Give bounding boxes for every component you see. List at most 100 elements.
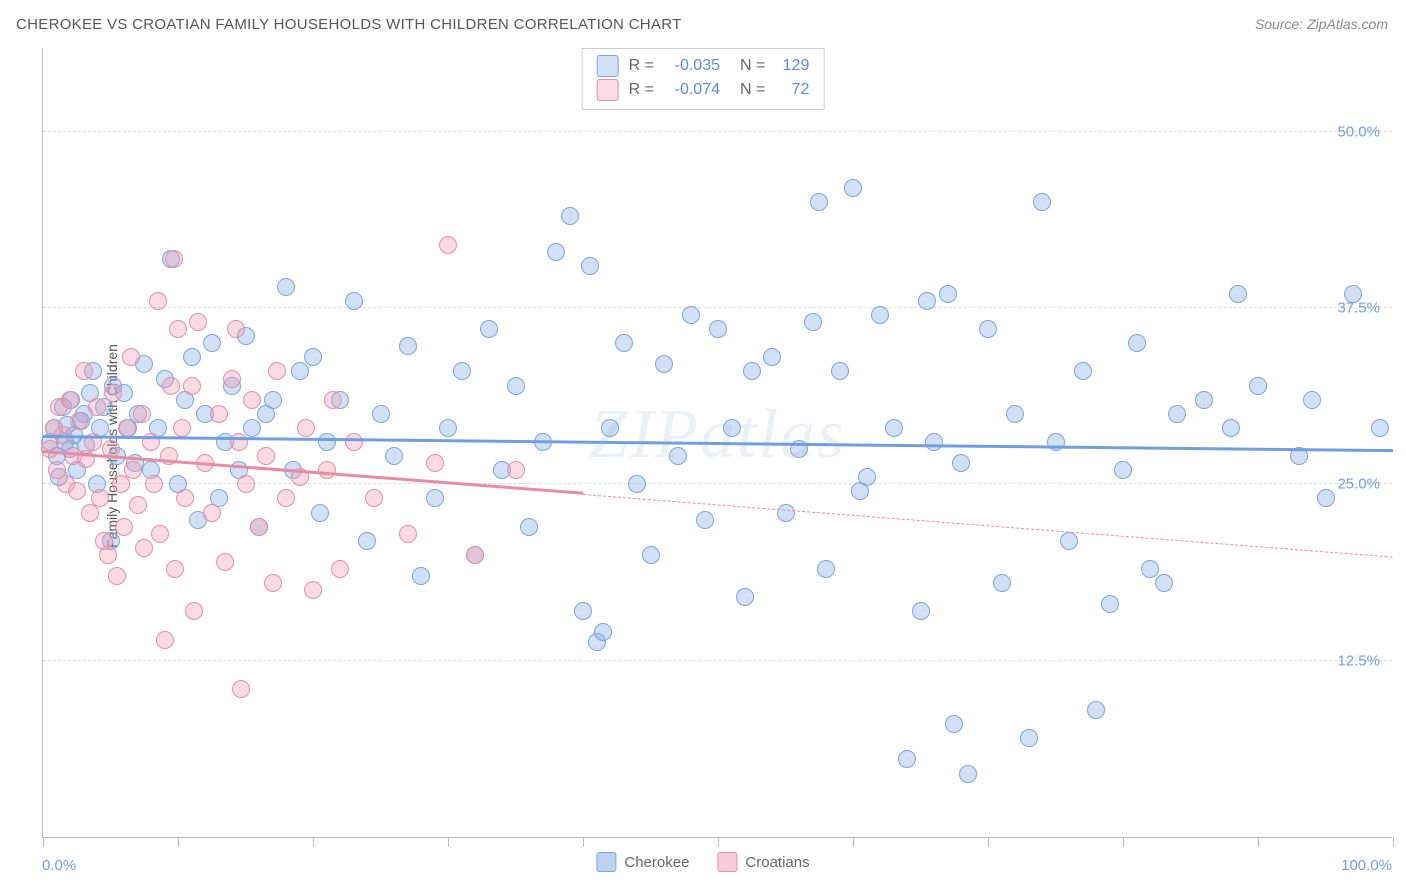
stats-n-label: N =: [740, 57, 765, 75]
stats-n-value: 129: [775, 57, 809, 75]
scatter-point: [439, 419, 457, 437]
scatter-point: [1074, 362, 1092, 380]
x-axis-end-label: 100.0%: [1341, 857, 1392, 874]
scatter-point: [133, 405, 151, 423]
x-tick: [1123, 837, 1124, 847]
scatter-point: [304, 348, 322, 366]
scatter-point: [1303, 391, 1321, 409]
x-axis-start-label: 0.0%: [42, 857, 76, 874]
scatter-point: [311, 504, 329, 522]
scatter-point: [1371, 419, 1389, 437]
scatter-point: [118, 419, 136, 437]
scatter-point: [156, 631, 174, 649]
scatter-point: [104, 384, 122, 402]
scatter-point: [743, 362, 761, 380]
x-tick: [1258, 837, 1259, 847]
scatter-point: [385, 447, 403, 465]
scatter-point: [1087, 701, 1105, 719]
scatter-point: [135, 539, 153, 557]
y-tick-label: 12.5%: [1337, 652, 1380, 669]
scatter-point: [145, 475, 163, 493]
scatter-point: [1101, 595, 1119, 613]
scatter-point: [804, 313, 822, 331]
scatter-point: [122, 348, 140, 366]
scatter-point: [574, 602, 592, 620]
scatter-point: [507, 377, 525, 395]
scatter-point: [358, 532, 376, 550]
scatter-point: [264, 391, 282, 409]
scatter-point: [959, 765, 977, 783]
scatter-point: [520, 518, 538, 536]
chart-header: CHEROKEE VS CROATIAN FAMILY HOUSEHOLDS W…: [0, 0, 1406, 48]
scatter-point: [91, 489, 109, 507]
scatter-point: [898, 750, 916, 768]
scatter-point: [628, 475, 646, 493]
scatter-point: [1006, 405, 1024, 423]
x-tick: [988, 837, 989, 847]
scatter-point: [185, 602, 203, 620]
scatter-point: [237, 475, 255, 493]
scatter-point: [763, 348, 781, 366]
stats-n-value: 72: [775, 81, 809, 99]
legend-bottom: CherokeeCroatians: [596, 852, 809, 872]
scatter-point: [594, 623, 612, 641]
scatter-point: [1128, 334, 1146, 352]
scatter-point: [166, 560, 184, 578]
scatter-point: [399, 525, 417, 543]
scatter-point: [918, 292, 936, 310]
scatter-point: [277, 489, 295, 507]
scatter-point: [243, 391, 261, 409]
scatter-point: [399, 337, 417, 355]
legend-label: Cherokee: [624, 854, 689, 871]
legend-item: Cherokee: [596, 852, 689, 872]
scatter-point: [817, 560, 835, 578]
scatter-point: [696, 511, 714, 529]
scatter-point: [183, 348, 201, 366]
scatter-point: [547, 243, 565, 261]
scatter-point: [149, 292, 167, 310]
scatter-point: [669, 447, 687, 465]
scatter-point: [682, 306, 700, 324]
scatter-point: [561, 207, 579, 225]
scatter-point: [858, 468, 876, 486]
scatter-point: [297, 419, 315, 437]
scatter-point: [1344, 285, 1362, 303]
stats-n-label: N =: [740, 81, 765, 99]
scatter-point: [88, 398, 106, 416]
scatter-point: [230, 433, 248, 451]
plot-area: ZIPatlas 12.5%25.0%37.5%50.0%: [42, 48, 1392, 838]
scatter-point: [1114, 461, 1132, 479]
scatter-point: [162, 377, 180, 395]
x-tick: [313, 837, 314, 847]
stats-r-value: -0.035: [664, 57, 720, 75]
stats-r-label: R =: [629, 81, 654, 99]
scatter-point: [243, 419, 261, 437]
gridline-h: [43, 660, 1392, 661]
scatter-point: [426, 489, 444, 507]
scatter-point: [345, 433, 363, 451]
scatter-point: [507, 461, 525, 479]
scatter-point: [480, 320, 498, 338]
y-tick-label: 25.0%: [1337, 476, 1380, 493]
scatter-point: [331, 560, 349, 578]
x-tick: [178, 837, 179, 847]
scatter-point: [169, 320, 187, 338]
scatter-point: [324, 391, 342, 409]
legend-swatch: [717, 852, 737, 872]
scatter-point: [979, 320, 997, 338]
scatter-point: [945, 715, 963, 733]
scatter-point: [466, 546, 484, 564]
scatter-point: [1141, 560, 1159, 578]
scatter-point: [345, 292, 363, 310]
scatter-point: [952, 454, 970, 472]
scatter-point: [723, 419, 741, 437]
scatter-point: [203, 504, 221, 522]
scatter-point: [75, 362, 93, 380]
gridline-h: [43, 307, 1392, 308]
scatter-point: [1060, 532, 1078, 550]
x-tick: [853, 837, 854, 847]
scatter-point: [304, 581, 322, 599]
scatter-point: [1033, 193, 1051, 211]
scatter-point: [61, 391, 79, 409]
scatter-point: [257, 447, 275, 465]
